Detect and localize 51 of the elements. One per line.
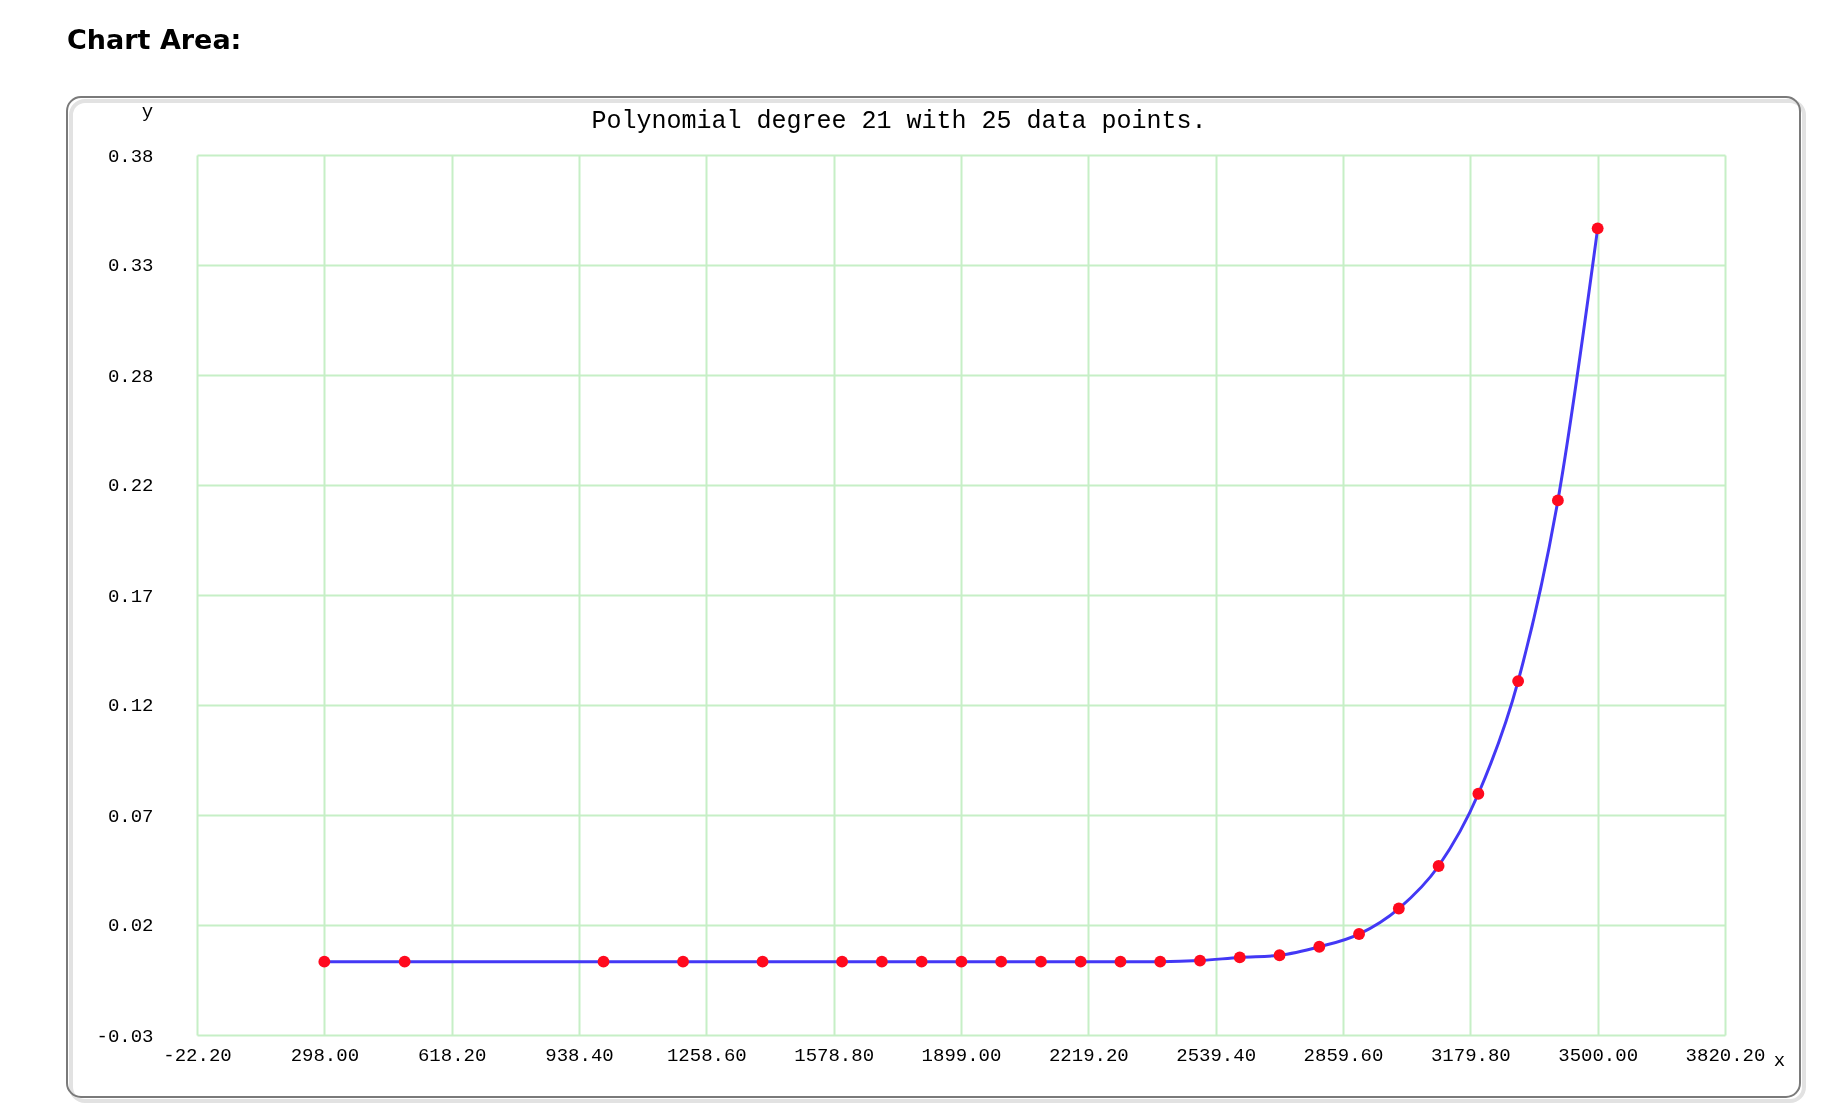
point <box>1472 787 1485 800</box>
point <box>836 955 849 968</box>
text: Chart Area: <box>67 24 242 55</box>
x-tick-label: 1899.00 <box>921 1044 1002 1067</box>
y-tick-label: 0.17 <box>107 585 154 608</box>
point <box>1591 222 1604 235</box>
y-tick-label: -0.03 <box>96 1025 154 1048</box>
y-tick-label: 0.12 <box>107 695 154 718</box>
point <box>398 955 411 968</box>
point <box>1432 860 1445 872</box>
point <box>1074 955 1087 968</box>
y-tick-label: 0.38 <box>107 145 154 168</box>
y-tick-label: 0.22 <box>107 475 154 498</box>
y-tick-label: 0.33 <box>107 255 154 278</box>
x-tick-label: 2539.40 <box>1176 1044 1257 1067</box>
point <box>677 955 689 968</box>
point <box>1194 954 1206 967</box>
point <box>1273 949 1286 962</box>
point <box>756 955 769 968</box>
point <box>1353 928 1365 940</box>
x-tick-label: 3179.80 <box>1430 1044 1511 1067</box>
x-tick-label: 298.00 <box>290 1044 360 1067</box>
y-tick-label: 0.07 <box>107 805 154 828</box>
point <box>995 955 1008 968</box>
point <box>955 955 968 968</box>
x-tick-label: 3820.20 <box>1685 1044 1766 1067</box>
point <box>1114 955 1127 968</box>
point <box>1233 951 1246 964</box>
point <box>1154 955 1167 968</box>
point <box>1512 675 1525 687</box>
x-axis-title: x <box>1773 1049 1786 1072</box>
x-tick-label: 1258.60 <box>666 1044 747 1067</box>
x-tick-label: 618.20 <box>417 1044 487 1067</box>
point <box>875 955 888 968</box>
point <box>1392 902 1405 915</box>
point <box>597 955 610 968</box>
x-tick-label: 938.40 <box>545 1044 614 1067</box>
point <box>1035 955 1047 968</box>
y-tick-label: 0.28 <box>107 365 154 388</box>
y-axis-title: y <box>141 100 154 123</box>
point <box>1313 940 1326 953</box>
x-tick-label: 2859.60 <box>1303 1044 1384 1067</box>
x-tick-label: 1578.80 <box>794 1044 875 1067</box>
x-tick-label: 2219.20 <box>1048 1044 1129 1067</box>
point <box>915 955 928 968</box>
x-tick-label: -22.20 <box>163 1044 232 1067</box>
point <box>1551 494 1564 507</box>
point <box>318 955 331 968</box>
chart-title: Polynomial degree 21 with 25 data points. <box>591 107 1207 136</box>
y-tick-label: 0.02 <box>107 915 154 938</box>
x-tick-label: 3500.00 <box>1558 1044 1639 1067</box>
